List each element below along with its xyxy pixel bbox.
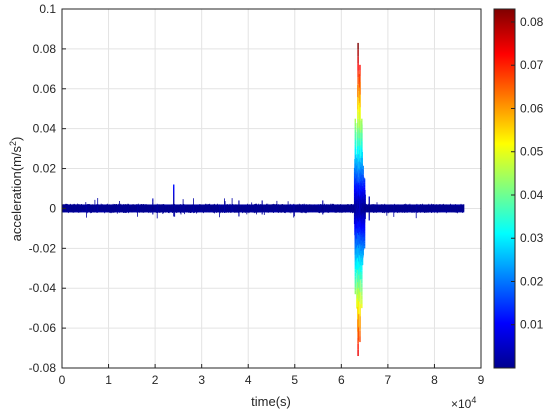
y-axis-label: acceleration(m/s2) [8, 137, 24, 242]
colorbar-tick-label: 0.01 [520, 318, 544, 332]
x-axis: 0 1 2 3 4 5 6 7 8 9 [59, 364, 485, 387]
y-tick-label: 0 [49, 201, 56, 215]
colorbar-tick-label: 0.02 [520, 274, 544, 288]
y-tick-label: 0.04 [33, 122, 57, 136]
y-tick-label: 0.02 [33, 162, 57, 176]
x-tick-label: 5 [291, 373, 298, 387]
x-tick-label: 9 [478, 373, 485, 387]
y-tick-label: 0.1 [39, 2, 56, 16]
x-tick-label: 4 [245, 373, 252, 387]
colorbar-tick-label: 0.03 [520, 231, 544, 245]
y-tick-label: 0.06 [33, 82, 57, 96]
x-axis-label: time(s) [251, 394, 291, 409]
x-tick-label: 3 [198, 373, 205, 387]
y-tick-label: -0.04 [29, 281, 57, 295]
x-tick-label: 8 [431, 373, 438, 387]
acceleration-signal [62, 42, 465, 357]
colorbar [493, 8, 516, 369]
y-tick-label: -0.08 [29, 361, 57, 375]
colorbar-tick-label: 0.05 [520, 145, 544, 159]
x-axis-multiplier: ×104 [451, 395, 476, 411]
x-tick-label: 2 [152, 373, 159, 387]
y-axis: -0.08 -0.06 -0.04 -0.02 0 0.02 0.04 0.06 0.08 0.1 [29, 2, 66, 375]
colorbar-tick-label: 0.07 [520, 58, 544, 72]
colorbar-tick-label: 0.08 [520, 15, 544, 29]
plot-area-border [61, 8, 482, 369]
x-tick-label: 0 [59, 373, 66, 387]
y-tick-label: 0.08 [33, 42, 57, 56]
grid-lines [61, 8, 482, 369]
colorbar-tick-label: 0.06 [520, 101, 544, 115]
y-tick-label: -0.06 [29, 321, 57, 335]
colorbar-ticks: 0.01 0.02 0.03 0.04 0.05 0.06 0.07 0.08 [511, 15, 544, 332]
x-tick-label: 1 [105, 373, 112, 387]
x-tick-label: 6 [338, 373, 345, 387]
colorbar-tick-label: 0.04 [520, 188, 544, 202]
y-tick-label: -0.02 [29, 241, 57, 255]
x-tick-label: 7 [385, 373, 392, 387]
